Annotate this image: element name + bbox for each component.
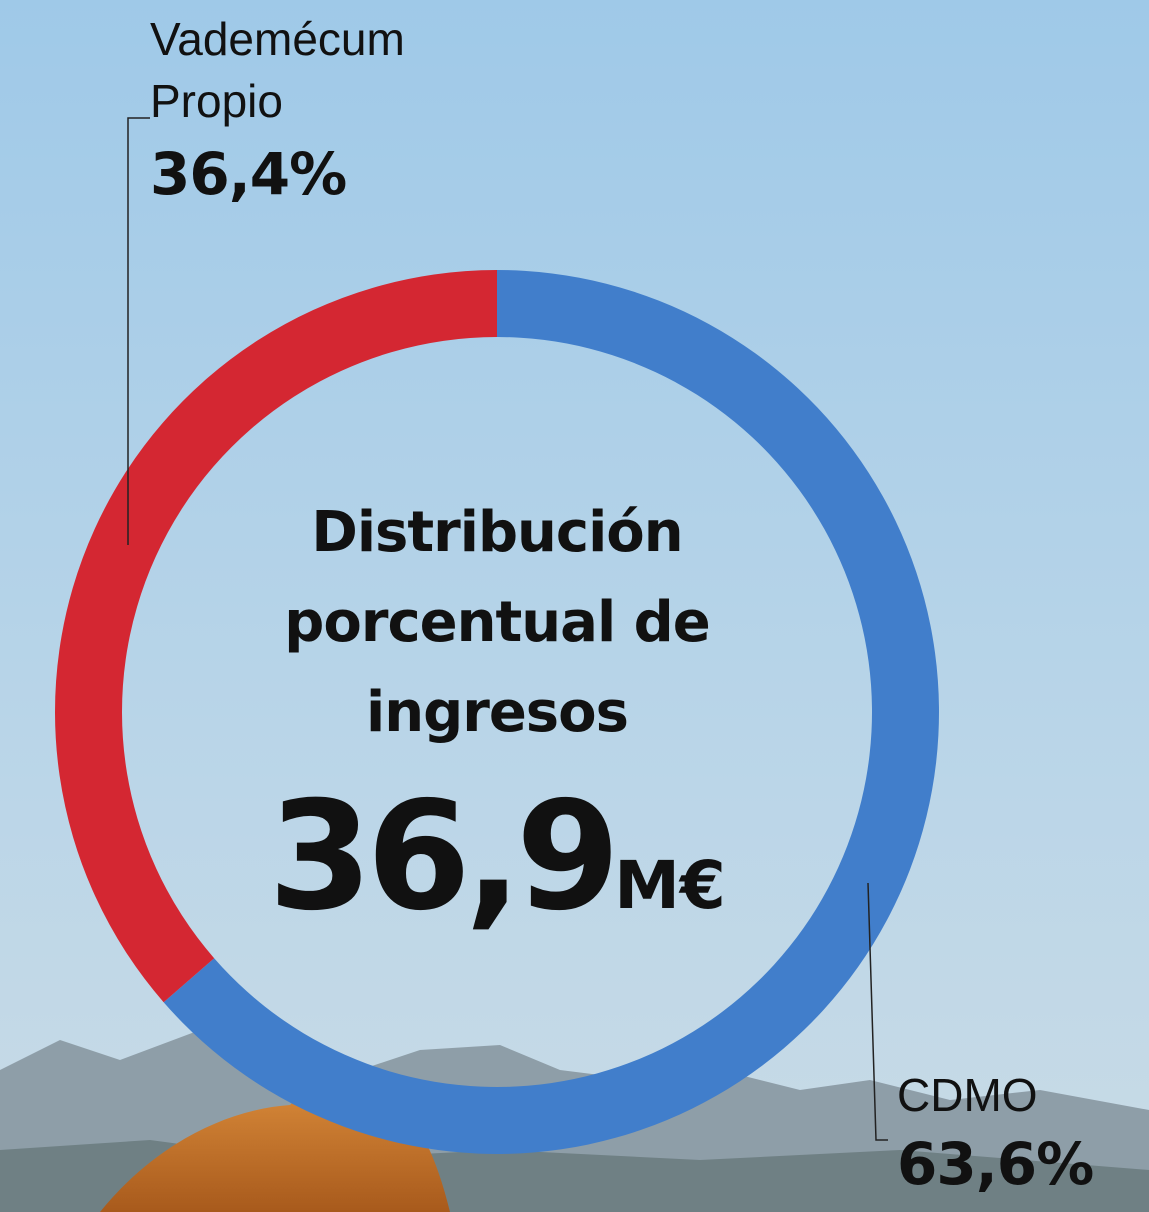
legend-label: Vademécum Propio bbox=[150, 13, 405, 127]
leader-line bbox=[867, 882, 888, 1141]
legend-label: CDMO bbox=[897, 1069, 1038, 1121]
total: 36,9M€ bbox=[197, 770, 797, 944]
donut-segment bbox=[163, 270, 939, 1154]
value-label: 63,6% bbox=[897, 1130, 1094, 1198]
total-value: 36,9 bbox=[268, 770, 620, 944]
chart-title: Distribución porcentual de ingresos bbox=[284, 500, 710, 745]
value-label: 36,4% bbox=[150, 140, 347, 208]
total-unit: M€ bbox=[614, 847, 726, 924]
donut-segment bbox=[55, 270, 498, 1003]
leader-line bbox=[127, 117, 150, 545]
